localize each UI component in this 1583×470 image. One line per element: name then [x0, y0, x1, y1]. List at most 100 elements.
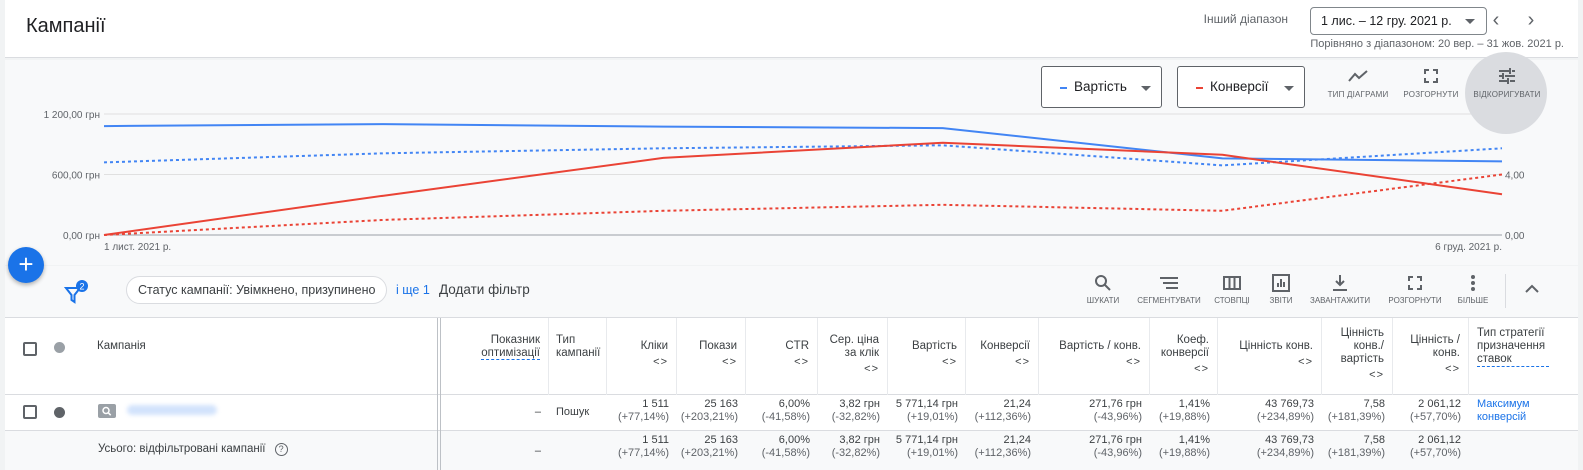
date-range-label: Інший діапазон [1203, 12, 1288, 26]
col-campaign-type[interactable]: Тип кампанії [549, 318, 607, 395]
row-bid-line2: конверсій [1477, 411, 1527, 423]
table-row[interactable]: – Пошук 1 511 (+77,14%) 25 163 (+203,21%) … [5, 395, 1578, 431]
total-conv-value-value: 43 769,73 [1265, 434, 1314, 446]
fullscreen-icon [1393, 68, 1469, 90]
row-ctr-value: 6,00% [778, 398, 810, 410]
col-type-line1: Тип [556, 334, 576, 346]
total-label: Усього: відфільтровані кампанії ? [98, 443, 288, 456]
row-conv-rate: 1,41% (+19,88%) [1150, 398, 1210, 424]
line-chart-icon [1320, 68, 1396, 90]
total-conv-change: (+112,36%) [974, 447, 1031, 459]
total-row: Усього: відфільтровані кампанії ? – 1 51… [5, 431, 1578, 470]
row-value-cost-value: 7,58 [1363, 398, 1385, 410]
select-all-checkbox[interactable] [23, 342, 37, 356]
col-cost-conv-label: Вартість / конв. [1059, 340, 1141, 352]
page-title: Кампанії [26, 15, 106, 37]
col-bid-line1: Тип стратегії [1477, 327, 1545, 339]
col-cost-label: Вартість [911, 340, 957, 352]
columns-button[interactable]: СТОВПЦІ [1212, 274, 1252, 305]
sort-icon: <> [942, 356, 957, 368]
more-filters-link[interactable]: і ще 1 [396, 283, 430, 297]
more-button[interactable]: БІЛЬШЕ [1455, 274, 1491, 305]
filter-icon[interactable]: 2 [63, 280, 90, 304]
col-value-per-cost[interactable]: Цінність конв./ вартість <> [1322, 318, 1393, 395]
col-ctr[interactable]: CTR <> [746, 318, 818, 395]
previous-period-icon[interactable]: ‹ [1492, 9, 1500, 31]
col-clicks-label: Кліки [640, 340, 668, 352]
metric-selector-cost[interactable]: Вартість [1041, 66, 1162, 108]
row-cpc: 3,82 грн (-32,82%) [818, 398, 880, 424]
campaign-name-link[interactable] [127, 405, 217, 415]
toolbar-divider [1505, 274, 1506, 308]
tune-icon [1469, 68, 1545, 90]
paused-status-icon[interactable] [54, 407, 65, 418]
col-conv-value[interactable]: Цінність конв. <> [1218, 318, 1322, 395]
download-label: ЗАВАНТАЖИТИ [1310, 296, 1371, 305]
expand-chart-label: РОЗГОРНУТИ [1403, 90, 1459, 99]
row-conv-value-change: (+234,89%) [1256, 411, 1314, 423]
segment-button[interactable]: СЕГМЕНТУВАТИ [1136, 274, 1202, 305]
row-value-conv-change: (+57,70%) [1409, 411, 1461, 423]
col-value-cost-line1: Цінність [1340, 327, 1384, 339]
add-campaign-button[interactable]: + [8, 247, 44, 283]
page-header: Кампанії Інший діапазон 1 лис. – 12 гру.… [5, 0, 1578, 58]
total-label-text: Усього: відфільтровані кампанії [98, 443, 266, 455]
metric-selector-conversions[interactable]: Конверсії [1177, 66, 1305, 108]
sort-icon: <> [722, 356, 737, 368]
col-impressions[interactable]: Покази <> [677, 318, 746, 395]
expand-chart-button[interactable]: РОЗГОРНУТИ [1393, 68, 1469, 108]
col-value-cost-line2: конв./ [1353, 340, 1384, 352]
y-right-tick-label: 4,00 [1505, 171, 1525, 182]
help-icon[interactable]: ? [274, 443, 288, 456]
col-cost-per-conv[interactable]: Вартість / конв. <> [1039, 318, 1150, 395]
col-campaign[interactable]: Кампанія [97, 340, 146, 352]
col-optimization-score[interactable]: Показник оптимізації [464, 318, 549, 395]
reports-button[interactable]: ЗВІТИ [1264, 274, 1298, 305]
total-ctr-change: (-41,58%) [761, 447, 810, 459]
row-value-per-cost: 7,58 (+181,39%) [1322, 398, 1385, 424]
total-cost-value: 5 771,14 грн [895, 434, 958, 446]
col-conversions-label: Конверсії [980, 340, 1030, 352]
col-clicks[interactable]: Кліки <> [607, 318, 677, 395]
total-ctr-value: 6,00% [778, 434, 810, 446]
x-tick-label-end: 6 груд. 2021 р. [1435, 242, 1502, 253]
row-conv-change: (+112,36%) [974, 411, 1031, 423]
expand-table-label: РОЗГОРНУТИ [1388, 296, 1442, 305]
col-conv-rate[interactable]: Коеф. конверсії <> [1150, 318, 1218, 395]
row-cost-per-conv: 271,76 грн (-43,96%) [1039, 398, 1142, 424]
sort-icon: <> [864, 363, 879, 375]
filter-chip-campaign-status[interactable]: Статус кампанії: Увімкнено, призупинено [126, 276, 388, 304]
search-button[interactable]: ШУКАТИ [1081, 274, 1125, 305]
adjust-chart-button[interactable]: ВІДКОРИГУВАТИ [1465, 52, 1547, 134]
row-value-cost-change: (+181,39%) [1327, 411, 1385, 423]
collapse-icon[interactable] [1525, 278, 1539, 299]
sort-icon: <> [653, 356, 668, 368]
campaigns-table: Кампанія Показник оптимізації Тип кампан… [5, 318, 1578, 470]
row-checkbox[interactable] [23, 405, 37, 419]
col-cpc-line1: Сер. ціна [829, 334, 879, 346]
filter-bar: 2 Статус кампанії: Увімкнено, призупинен… [5, 266, 1578, 318]
col-cost[interactable]: Вартість <> [888, 318, 966, 395]
reports-label: ЗВІТИ [1269, 296, 1293, 305]
y-left-tick-label: 0,00 грн [63, 231, 100, 242]
col-avg-cpc[interactable]: Сер. ціна за клік <> [818, 318, 888, 395]
row-cpc-change: (-32,82%) [831, 411, 880, 423]
add-filter-button[interactable]: Додати фільтр [439, 282, 530, 297]
col-value-per-conv[interactable]: Цінність / конв. <> [1393, 318, 1469, 395]
total-conv-rate-value: 1,41% [1178, 434, 1210, 446]
row-bid-strategy-link[interactable]: Максимум конверсій [1477, 398, 1577, 424]
total-impr-change: (+203,21%) [680, 447, 738, 459]
chart-type-button[interactable]: ТИП ДІАГРАМИ [1320, 68, 1396, 108]
col-conversions[interactable]: Конверсії <> [966, 318, 1039, 395]
row-value-conv-value: 2 061,12 [1418, 398, 1461, 410]
segment-label: СЕГМЕНТУВАТИ [1137, 296, 1201, 305]
col-conv-rate-line2: конверсії [1160, 347, 1209, 359]
metric-cost-swatch [1060, 87, 1067, 89]
col-bid-strategy[interactable]: Тип стратегії призначення ставок [1469, 318, 1578, 395]
row-type: Пошук [556, 406, 590, 418]
total-conv-rate-change: (+19,88%) [1158, 447, 1210, 459]
download-button[interactable]: ЗАВАНТАЖИТИ [1310, 274, 1370, 305]
expand-table-button[interactable]: РОЗГОРНУТИ [1385, 274, 1445, 305]
date-range-select[interactable]: 1 лис. – 12 гру. 2021 р. [1310, 7, 1487, 35]
next-period-icon[interactable]: › [1527, 9, 1535, 31]
